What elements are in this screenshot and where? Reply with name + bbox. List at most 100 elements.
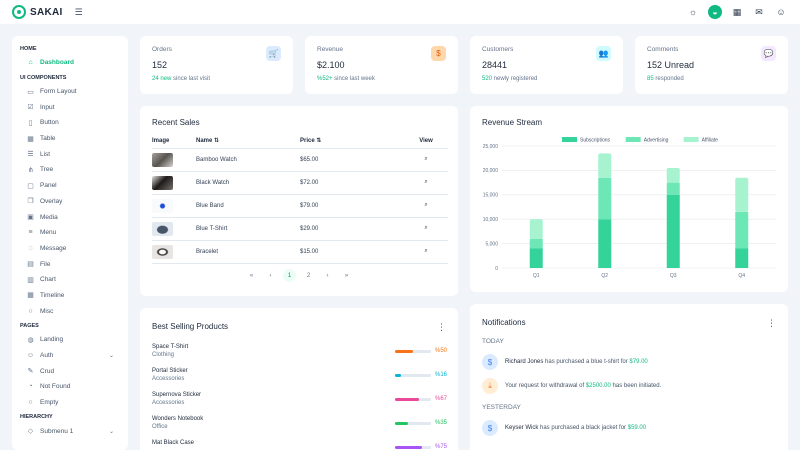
sidebar-item-file[interactable]: ▤ File — [12, 256, 128, 272]
bar-segment-subscriptions[interactable] — [666, 194, 680, 268]
progress-track — [395, 374, 431, 377]
progress-track — [395, 398, 431, 401]
chevron-down-icon[interactable]: ⌄ — [108, 353, 114, 360]
bar-segment-subscriptions[interactable] — [529, 248, 543, 268]
bar-segment-advertising[interactable] — [598, 177, 612, 220]
notification-item[interactable]: $ Keyser Wick has purchased a black jacke… — [482, 418, 782, 438]
bar-segment-advertising[interactable] — [735, 211, 749, 249]
legend-label[interactable]: Subscriptions — [580, 138, 611, 144]
dollar-icon: $ — [431, 46, 446, 61]
sidebar-item-list[interactable]: ☰ List — [12, 146, 128, 162]
bar-segment-advertising[interactable] — [666, 182, 680, 195]
search-icon[interactable]: ⌕ — [404, 171, 448, 195]
more-options-icon[interactable]: ⋮ — [437, 322, 446, 332]
more-options-icon[interactable]: ⋮ — [767, 318, 776, 328]
notification-message: has purchased a blue t-shirt for — [543, 359, 630, 365]
legend-label[interactable]: Affiliate — [702, 138, 719, 144]
y-tick-label: 20,000 — [483, 168, 499, 174]
notification-item[interactable]: $ Richard Jones has purchased a blue t-sh… — [482, 352, 782, 372]
bar-segment-subscriptions[interactable] — [735, 248, 749, 268]
sidebar-item-label: Chart — [40, 276, 56, 284]
progress-percent: %16 — [435, 372, 448, 378]
search-icon[interactable]: ⌕ — [404, 194, 448, 218]
sidebar-item-message[interactable]: ◌ Message — [12, 241, 128, 257]
sidebar-item-form-layout[interactable]: ▭ Form Layout — [12, 84, 128, 100]
prev-page-button[interactable]: ‹ — [269, 272, 272, 279]
calendar-icon: ▦ — [27, 292, 34, 300]
table-row: Blue Band $79.00 ⌕ — [152, 194, 448, 218]
sidebar-item-misc[interactable]: ○ Misc — [12, 303, 128, 319]
list-item: Mat Black Case %75 — [152, 440, 448, 450]
calendar-icon[interactable]: ▦ — [732, 6, 742, 17]
inbox-icon[interactable]: ✉ — [755, 6, 763, 17]
stat-card-comments: Comments 152 Unread 85 responded 💬 — [635, 36, 788, 94]
sidebar-item-empty[interactable]: ○ Empty — [12, 395, 128, 411]
sun-icon[interactable]: ☼ — [688, 7, 698, 17]
bar-segment-advertising[interactable] — [529, 238, 543, 249]
logo[interactable]: SAKAI — [12, 5, 63, 19]
palette-icon[interactable]: ◒ — [708, 5, 722, 19]
sidebar: HOME ⌂ Dashboard UI COMPONENTS ▭ Form Layout ☑… — [12, 36, 128, 450]
sidebar-item-button[interactable]: ▯ Button — [12, 115, 128, 131]
sort-icon[interactable]: ⇅ — [316, 138, 322, 145]
notification-message: Your request for withdrawal of — [505, 383, 586, 389]
pencil-icon: ✎ — [27, 368, 34, 376]
product-name: Black Watch — [196, 171, 300, 195]
sidebar-item-not-found[interactable]: ◔ Not Found — [12, 379, 128, 395]
bar-segment-affiliate[interactable] — [598, 153, 612, 178]
product-price: $79.00 — [300, 194, 404, 218]
bar-segment-subscriptions[interactable] — [598, 219, 612, 268]
sidebar-item-label: Tree — [40, 166, 54, 174]
sidebar-item-auth[interactable]: ☺ Auth ⌄ — [12, 348, 128, 364]
search-icon[interactable]: ⌕ — [404, 217, 448, 241]
sidebar-item-tree[interactable]: ⋔ Tree — [12, 162, 128, 178]
page-1-button[interactable]: 1 — [283, 269, 296, 282]
search-icon[interactable]: ⌕ — [404, 240, 448, 264]
sidebar-item-submenu-1[interactable]: ◇ Submenu 1 ⌄ — [12, 423, 128, 439]
sidebar-item-overlay[interactable]: ❐ Overlay — [12, 194, 128, 210]
tablet-icon: ▢ — [27, 182, 34, 190]
sidebar-item-input[interactable]: ☑ Input — [12, 99, 128, 115]
bar-segment-affiliate[interactable] — [735, 177, 749, 212]
sidebar-item-menu[interactable]: ≡ Menu — [12, 225, 128, 241]
bar-segment-affiliate[interactable] — [529, 219, 543, 239]
stat-value: 28441 — [482, 60, 508, 70]
stat-suffix: since last week — [332, 76, 375, 82]
chevron-down-icon[interactable]: ⌄ — [108, 428, 114, 435]
progress-fill — [395, 350, 413, 353]
sidebar-item-table[interactable]: ▦ Table — [12, 131, 128, 147]
first-page-button[interactable]: « — [249, 272, 254, 279]
notification-item[interactable]: ⤓ Your request for withdrawal of $2500.00… — [482, 376, 782, 396]
recent-sales-card: Recent Sales Image Name ⇅ Price ⇅ View B… — [140, 106, 458, 296]
menu-toggle-icon[interactable]: ☰ — [74, 6, 83, 17]
product-name: Bamboo Watch — [196, 148, 300, 172]
sidebar-item-landing[interactable]: ◍ Landing — [12, 332, 128, 348]
sidebar-item-label: Media — [40, 213, 58, 221]
product-price: $15.00 — [300, 240, 404, 264]
image-cell — [152, 217, 196, 241]
page-2-button[interactable]: 2 — [306, 272, 311, 279]
sidebar-item-chart[interactable]: ▥ Chart — [12, 272, 128, 288]
legend-label[interactable]: Advertising — [644, 138, 669, 144]
progress-track — [395, 422, 431, 425]
last-page-button[interactable]: » — [344, 272, 349, 279]
search-icon[interactable]: ⌕ — [404, 148, 448, 172]
col-price[interactable]: Price ⇅ — [300, 134, 404, 149]
col-name[interactable]: Name ⇅ — [196, 134, 300, 149]
image-cell — [152, 194, 196, 218]
sidebar-item-dashboard[interactable]: ⌂ Dashboard — [12, 55, 128, 71]
sort-icon[interactable]: ⇅ — [214, 138, 220, 145]
bar-segment-affiliate[interactable] — [666, 167, 680, 183]
file-icon: ▤ — [27, 261, 34, 269]
sidebar-item-media[interactable]: ▣ Media — [12, 209, 128, 225]
sidebar-item-label: Not Found — [40, 383, 71, 391]
chart-bar-icon: ▥ — [27, 276, 34, 284]
product-name: Mat Black Case — [152, 440, 195, 446]
revenue-stream-title: Revenue Stream — [482, 118, 543, 127]
sidebar-item-timeline[interactable]: ▦ Timeline — [12, 288, 128, 304]
user-icon[interactable]: ☺ — [776, 7, 786, 17]
sidebar-item-panel[interactable]: ▢ Panel — [12, 178, 128, 194]
product-price: $65.00 — [300, 148, 404, 172]
sidebar-item-crud[interactable]: ✎ Crud — [12, 363, 128, 379]
next-page-button[interactable]: › — [326, 272, 329, 279]
